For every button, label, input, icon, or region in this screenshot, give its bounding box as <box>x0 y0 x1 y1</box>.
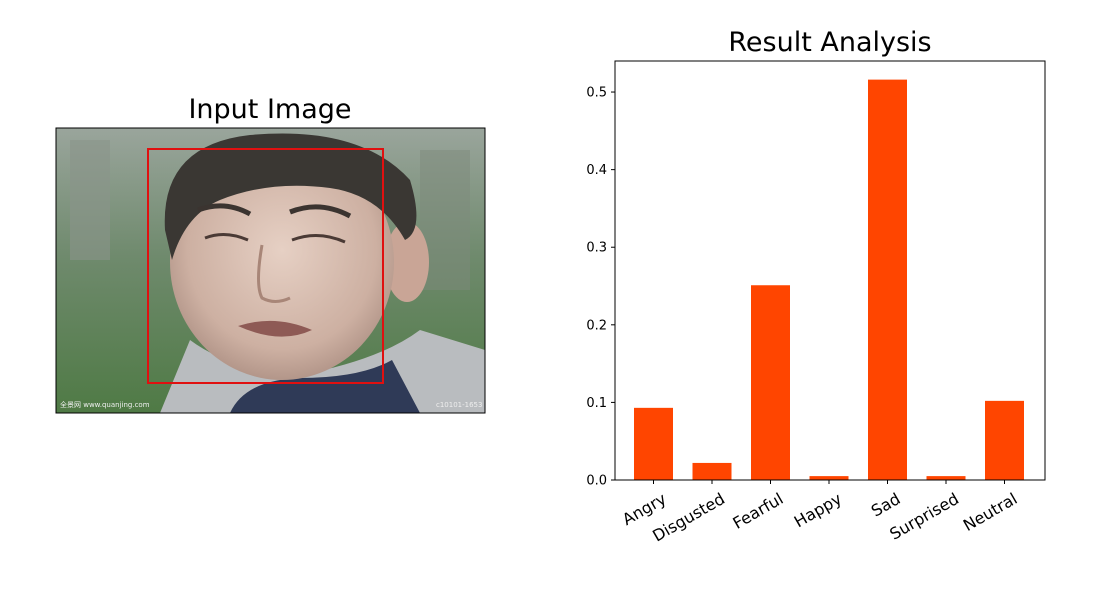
bar-sad <box>868 79 907 480</box>
face-detection-box <box>147 148 384 384</box>
y-tick-label: 0.4 <box>586 163 607 178</box>
image-title: Input Image <box>188 94 351 125</box>
y-tick-label: 0.1 <box>586 396 607 411</box>
plot-area-frame <box>614 60 1046 481</box>
y-tick-label: 0.0 <box>586 474 607 489</box>
watermark-left: 全景网 www.quanjing.com <box>60 400 150 409</box>
bar-fearful <box>751 285 790 480</box>
watermark-right: c10101-1653 <box>436 401 482 409</box>
bar-angry <box>634 407 673 480</box>
bar-happy <box>809 476 849 480</box>
x-tick-label-happy: Happy <box>791 489 845 531</box>
chart-title: Result Analysis <box>728 27 931 58</box>
y-tick-label: 0.5 <box>586 86 607 101</box>
photo-frame <box>55 127 486 414</box>
input-photo: 全景网 www.quanjing.com c10101-1653 <box>56 128 485 413</box>
x-tick-label-neutral: Neutral <box>960 489 1021 535</box>
bar-neutral <box>985 400 1024 480</box>
y-tick-label: 0.2 <box>586 318 607 333</box>
x-tick-label-sad: Sad <box>868 489 904 521</box>
x-tick-label-fearful: Fearful <box>730 489 787 533</box>
bar-disgusted <box>692 462 732 480</box>
bar-surprised <box>926 476 966 480</box>
y-tick-label: 0.3 <box>586 241 607 256</box>
